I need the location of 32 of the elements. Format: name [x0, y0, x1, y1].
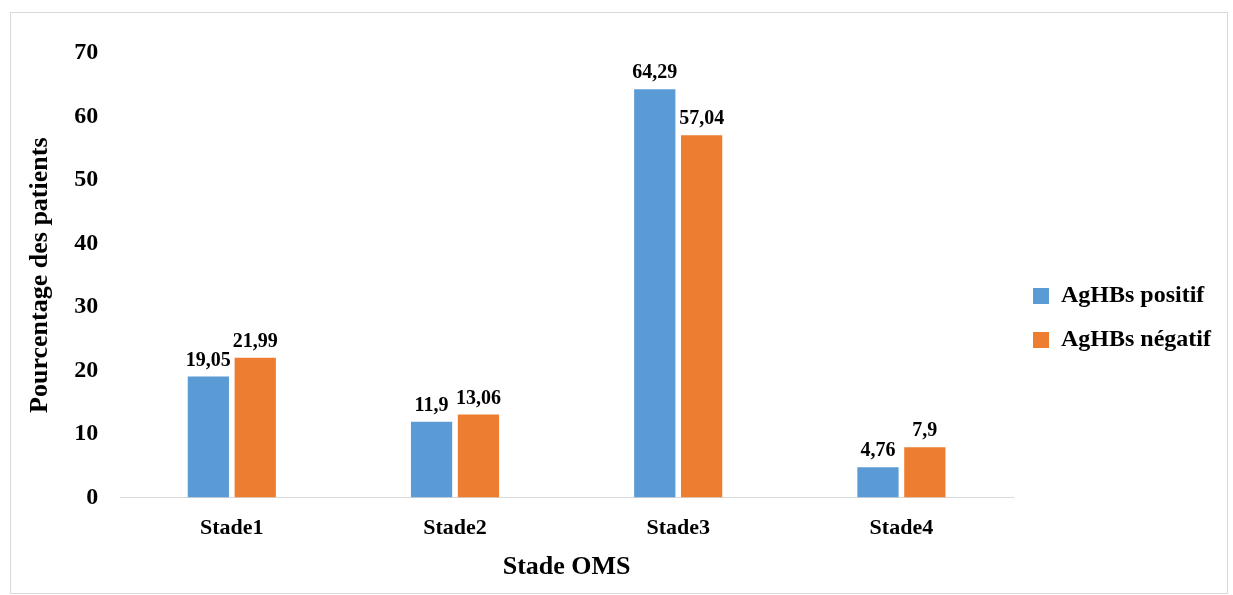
y-tick-label: 30 [74, 292, 99, 319]
y-tick-label: 50 [74, 165, 99, 192]
bar [410, 421, 453, 498]
bar [634, 89, 676, 498]
bar [904, 447, 946, 498]
x-axis-title: Stade OMS [502, 551, 631, 581]
data-label: 64,29 [632, 60, 678, 83]
data-label: 57,04 [679, 106, 725, 129]
y-tick-label: 70 [74, 38, 99, 65]
y-tick-label: 0 [86, 482, 99, 509]
data-label: 11,9 [414, 393, 449, 416]
y-tick-label: 40 [74, 228, 99, 255]
y-tick-label: 10 [74, 419, 99, 446]
data-label: 4,76 [860, 438, 896, 461]
legend-label: AgHBs positif [1061, 281, 1206, 308]
bar [457, 414, 500, 498]
x-tick-label: Stade4 [869, 514, 934, 540]
y-axis-title: Pourcentage des patients [24, 137, 54, 413]
data-label: 21,99 [232, 328, 278, 351]
bar [681, 135, 723, 498]
y-tick-label: 60 [74, 101, 99, 128]
data-label: 19,05 [185, 347, 231, 370]
bar [187, 376, 229, 498]
y-tick-label: 20 [74, 355, 99, 382]
bar [857, 467, 899, 498]
data-label: 7,9 [912, 418, 938, 441]
x-tick-label: Stade2 [423, 514, 487, 540]
x-tick-label: Stade1 [200, 514, 264, 540]
data-label: 13,06 [455, 385, 501, 408]
legend-label: AgHBs négatif [1061, 325, 1213, 352]
x-tick-label: Stade3 [646, 514, 710, 540]
bar [234, 357, 276, 498]
